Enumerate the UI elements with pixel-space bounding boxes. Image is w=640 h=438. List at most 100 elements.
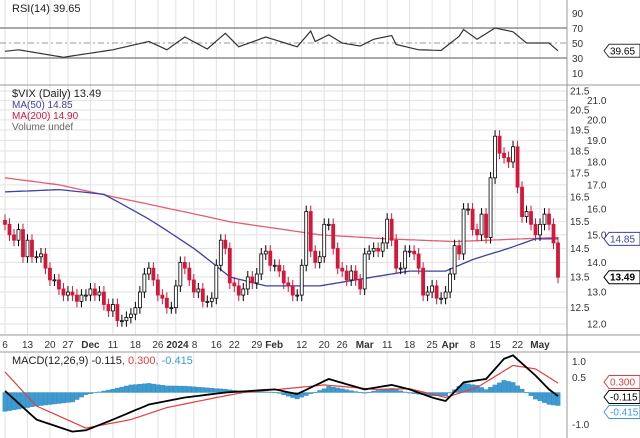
macd-histogram-bar [133, 384, 138, 393]
candle [340, 267, 345, 272]
candle [93, 288, 97, 296]
macd-histogram-bar [52, 392, 57, 405]
legend-volume: Volume undef [12, 122, 73, 133]
candle [421, 267, 426, 296]
macd-panel: 1.0 0.5 -1.0 0.300 -0.115 -0.415 [2, 354, 640, 433]
candle [97, 291, 102, 296]
candle [236, 285, 241, 296]
candle [205, 300, 210, 303]
candle [452, 245, 457, 275]
macd-histogram-bar [321, 388, 327, 393]
macd-histogram-bar [195, 387, 201, 393]
candle [425, 291, 430, 296]
macd-histogram-bar [218, 388, 224, 393]
candle [430, 285, 435, 293]
candle [200, 288, 205, 302]
candle [151, 267, 156, 281]
x-tick-label: 27 [62, 340, 74, 351]
x-tick-label: 12 [296, 340, 308, 351]
x-tick-label: 22 [229, 340, 241, 351]
macd-histogram-bar [348, 390, 354, 393]
x-tick-label: 20 [44, 340, 56, 351]
macd-value-label: -0.115 [610, 393, 638, 404]
macd-histogram-bar [164, 385, 170, 393]
legend-ma50: MA(50) 14.85 [12, 100, 73, 111]
candle [529, 211, 533, 225]
candle [551, 223, 556, 244]
macd-histogram-bar [488, 387, 493, 393]
macd-histogram-bar [546, 392, 552, 405]
candle [299, 264, 304, 296]
macd-histogram-bar [182, 385, 188, 393]
x-tick-label: 29 [251, 340, 263, 351]
signal-value-label: 0.300 [610, 378, 635, 389]
candle [142, 273, 147, 293]
candle [434, 285, 439, 299]
rsi-tick-label: 70 [572, 24, 584, 35]
macd-histogram-bar [191, 386, 197, 393]
candle [70, 291, 75, 296]
candle [16, 229, 21, 241]
candle [187, 267, 192, 281]
rsi-tick-label: 50 [572, 39, 584, 50]
candle [497, 135, 502, 154]
macd-histogram-bar [263, 391, 269, 393]
candle [182, 262, 187, 269]
candle [52, 279, 57, 282]
candle [66, 291, 70, 296]
candle [317, 256, 322, 263]
macd-histogram-bar [276, 392, 282, 394]
candle [164, 297, 169, 309]
macd-histogram-bar [533, 392, 538, 400]
rsi-line [4, 27, 559, 58]
macd-histogram-bar [506, 381, 511, 393]
candle [407, 250, 412, 253]
macd-histogram-bar [79, 392, 84, 398]
macd-histogram-bar [501, 380, 507, 393]
macd-histogram-bar [92, 392, 98, 394]
x-tick-label: 11 [108, 340, 119, 351]
rsi-value-box [603, 43, 640, 58]
macd-histogram-bar [209, 388, 215, 393]
x-tick-label: 18 [130, 340, 142, 351]
macd-histogram-bar [353, 391, 359, 393]
candle [542, 213, 547, 225]
macd-histogram-bar [151, 383, 156, 393]
candle [281, 270, 286, 284]
price-tick-label: 20.0 [587, 115, 607, 126]
ma200-line [4, 177, 559, 243]
candle [191, 279, 196, 293]
candle [61, 288, 66, 296]
macd-histogram-bar [101, 390, 107, 393]
candle [115, 304, 120, 322]
candle [102, 291, 106, 305]
candle [218, 239, 223, 266]
macd-histogram-bar [335, 387, 341, 393]
legend-ma200: MA(200) 14.90 [12, 111, 79, 122]
macd-histogram-bar [371, 390, 377, 393]
macd-histogram-bar [317, 390, 323, 393]
macd-histogram-bar [344, 389, 350, 393]
x-tick-label: 8 [192, 340, 198, 351]
x-tick-label: 15 [490, 340, 502, 351]
price-tick-label: 18.0 [587, 157, 607, 168]
macd-histogram-bar [479, 387, 484, 393]
candle [25, 239, 30, 258]
macd-histogram-bar [443, 392, 448, 397]
candle [169, 307, 174, 310]
macd-histogram-bar [74, 392, 80, 400]
candle [466, 208, 470, 211]
candle [308, 211, 313, 252]
macd-histogram-bar [38, 392, 44, 406]
candle [520, 186, 524, 218]
macd-value-box [603, 390, 640, 404]
x-tick-label: Dec [81, 340, 100, 351]
signal-line [4, 364, 559, 429]
candle [3, 219, 7, 225]
macd-histogram-bar [555, 392, 561, 406]
ma50-value-box [603, 231, 640, 246]
candle [21, 229, 25, 258]
macd-histogram-bar [398, 390, 403, 393]
